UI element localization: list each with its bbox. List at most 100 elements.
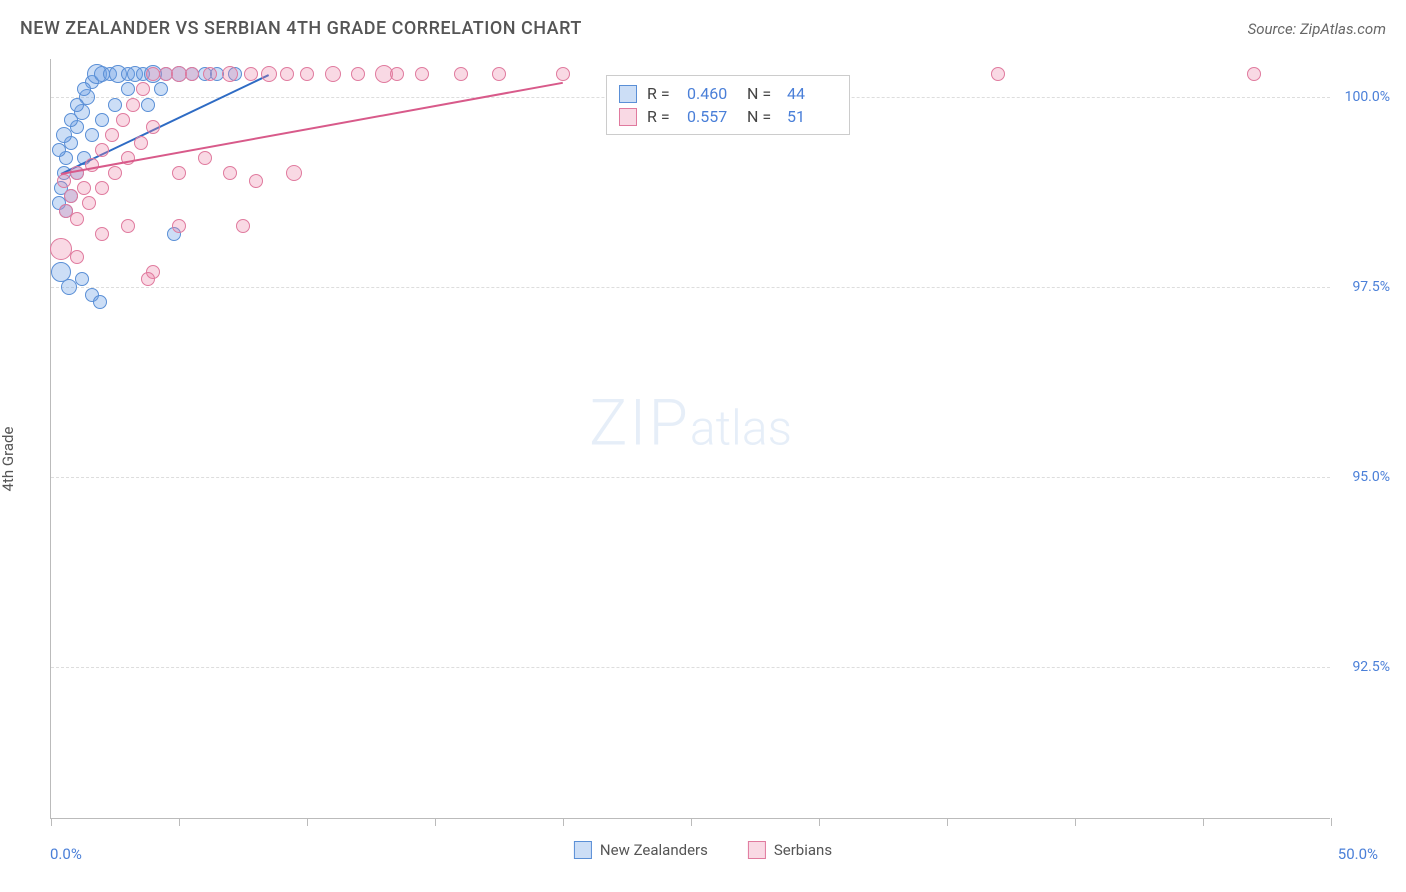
data-point [70,212,84,226]
data-point [93,295,107,309]
data-point [249,174,263,188]
data-point [223,166,237,180]
chart-title: NEW ZEALANDER VS SERBIAN 4TH GRADE CORRE… [20,18,582,39]
data-point [134,136,148,150]
x-tick [691,818,692,826]
stat-n-label: N = [747,84,777,103]
legend-label-nz: New Zealanders [600,841,708,859]
data-point [261,66,277,82]
data-point [141,98,155,112]
data-point [991,67,1005,81]
data-point [203,67,217,81]
data-point [154,82,168,96]
data-point [390,67,404,81]
chart-header: NEW ZEALANDER VS SERBIAN 4TH GRADE CORRE… [0,0,1406,49]
chart-container: 4th Grade ZIPatlas 100.0% 97.5% 95.0% 92.5%… [0,49,1406,869]
data-point [492,67,506,81]
data-point [95,181,109,195]
stat-n-value: 44 [787,84,837,103]
data-point [116,113,130,127]
legend-item-serbian: Serbians [748,841,832,859]
legend-swatch-serbian [748,841,766,859]
data-point [64,113,78,127]
y-axis-title: 4th Grade [0,427,17,492]
data-point [77,181,91,195]
data-point [556,67,570,81]
gridline-h [51,667,1330,668]
gridline-h [51,477,1330,478]
data-point [146,120,160,134]
x-tick [51,818,52,826]
data-point [286,165,302,181]
data-point [70,250,84,264]
stat-r-label: R = [647,107,677,126]
trend-line [61,82,563,175]
data-point [121,219,135,233]
data-point [172,166,186,180]
data-point [95,143,109,157]
data-point [415,67,429,81]
data-point [236,219,250,233]
data-point [77,82,91,96]
data-point [136,82,150,96]
y-tick-label: 95.0% [1352,469,1390,485]
data-point [95,113,109,127]
data-point [52,143,66,157]
plot-area: ZIPatlas 100.0%97.5%95.0%92.5%R =0.460N … [50,59,1330,819]
legend-label-serbian: Serbians [774,841,832,859]
x-axis-min-label: 0.0% [50,845,82,863]
stat-n-label: N = [747,107,777,126]
stat-r-label: R = [647,84,677,103]
y-tick-label: 92.5% [1352,659,1390,675]
x-tick [947,818,948,826]
data-point [85,128,99,142]
x-tick [435,818,436,826]
stat-n-value: 51 [787,107,837,126]
data-point [126,98,140,112]
legend: New Zealanders Serbians [574,841,832,859]
x-tick [1075,818,1076,826]
data-point [70,98,84,112]
x-tick [1203,818,1204,826]
data-point [185,67,199,81]
x-tick [307,818,308,826]
data-point [75,272,89,286]
x-tick [1331,818,1332,826]
x-axis-max-label: 50.0% [1338,845,1378,863]
watermark-atlas: atlas [690,400,792,457]
data-point [325,66,341,82]
stat-swatch [619,85,637,103]
x-tick [179,818,180,826]
data-point [141,272,155,286]
gridline-h [51,287,1330,288]
stat-r-value: 0.460 [687,84,737,103]
legend-item-nz: New Zealanders [574,841,708,859]
data-point [51,262,71,282]
data-point [105,128,119,142]
data-point [108,98,122,112]
stat-swatch [619,108,637,126]
data-point [222,66,238,82]
data-point [198,151,212,165]
chart-source: Source: ZipAtlas.com [1248,20,1386,38]
stat-box: R = 0.460 N = 44 R = 0.557 N = 51 [606,75,850,135]
data-point [64,189,78,203]
data-point [95,227,109,241]
data-point [82,196,96,210]
watermark: ZIPatlas [589,386,792,461]
stat-r-value: 0.557 [687,107,737,126]
legend-swatch-nz [574,841,592,859]
data-point [108,166,122,180]
data-point [1247,67,1261,81]
y-tick-label: 97.5% [1352,279,1390,295]
x-tick [819,818,820,826]
data-point [57,174,71,188]
data-point [56,127,72,143]
data-point [280,67,294,81]
data-point [300,67,314,81]
stat-row: R = 0.557 N = 51 [619,105,837,128]
x-tick [563,818,564,826]
stat-row: R = 0.460 N = 44 [619,82,837,105]
y-tick-label: 100.0% [1345,89,1390,105]
data-point [244,67,258,81]
